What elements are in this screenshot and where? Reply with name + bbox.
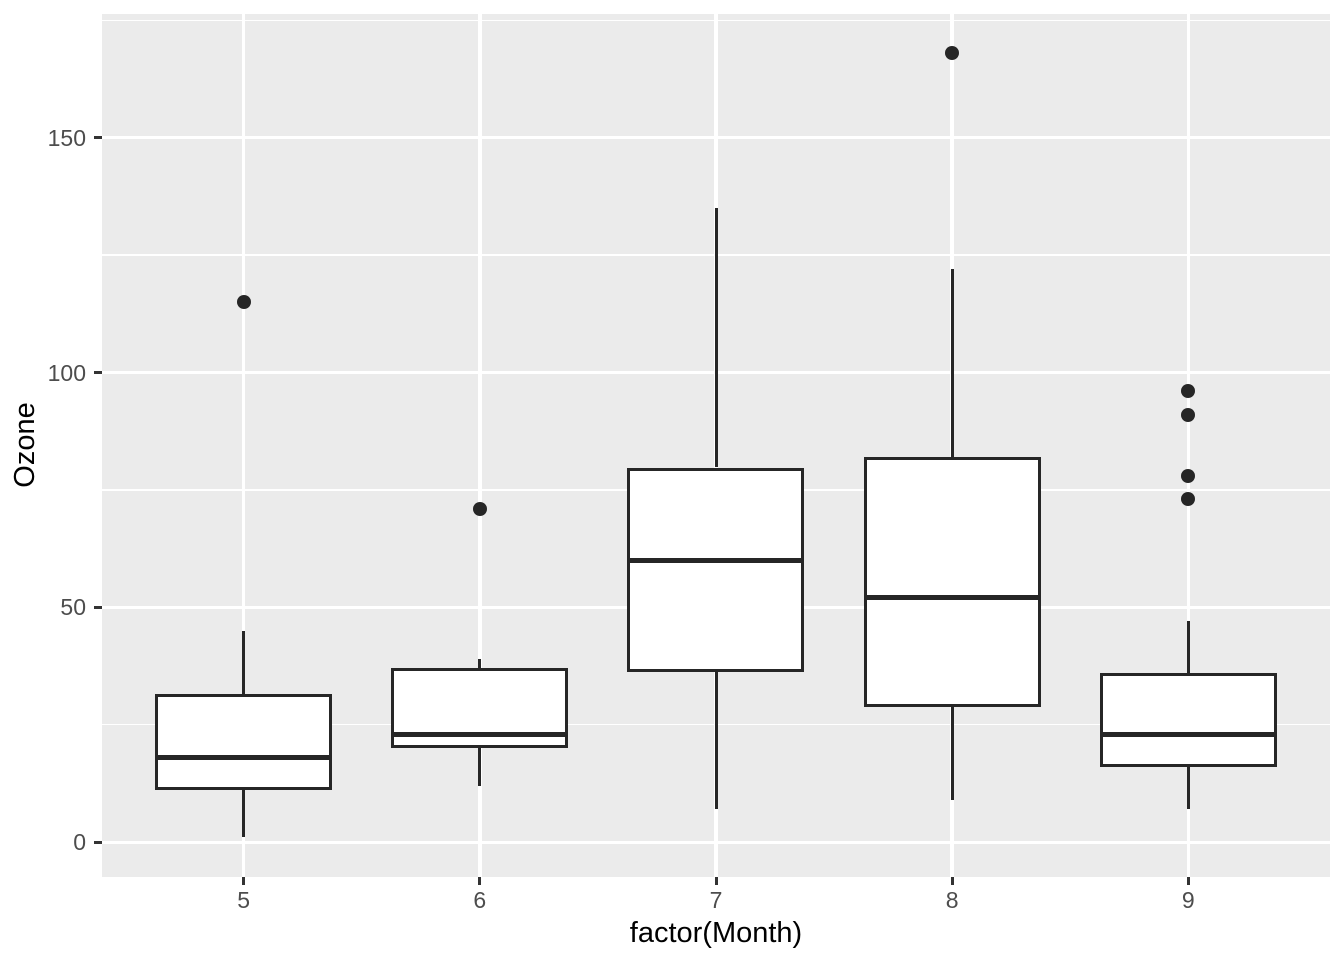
median-line	[155, 755, 333, 760]
upper-whisker	[242, 630, 246, 695]
iqr-box	[863, 457, 1041, 707]
y-tick-label: 50	[60, 594, 86, 621]
y-tick-label: 0	[73, 829, 86, 855]
outlier-point	[472, 501, 487, 516]
outlier-point	[945, 46, 960, 61]
lower-whisker	[950, 707, 954, 800]
iqr-box	[1099, 673, 1277, 767]
y-tick-label: 100	[47, 359, 86, 386]
x-tick-label: 7	[709, 886, 723, 913]
outlier-point	[236, 295, 251, 309]
median-line	[863, 595, 1041, 601]
x-axis-title: factor(Month)	[629, 917, 803, 949]
outlier-point	[1181, 407, 1196, 422]
y-tick-mark	[93, 840, 102, 844]
median-line	[627, 557, 805, 563]
lower-whisker	[714, 671, 718, 810]
outlier-point	[1181, 468, 1196, 483]
x-tick-label: 9	[1181, 886, 1195, 913]
x-tick-mark	[478, 876, 482, 885]
median-line	[1099, 731, 1277, 737]
lower-whisker	[478, 748, 482, 786]
gridline-major-vertical	[478, 14, 482, 877]
x-tick-mark	[714, 876, 718, 885]
x-tick-mark	[950, 876, 954, 885]
x-tick-label: 8	[945, 886, 959, 913]
median-line	[391, 731, 569, 737]
x-tick-mark	[1186, 876, 1190, 885]
upper-whisker	[478, 658, 482, 669]
outlier-point	[1181, 492, 1196, 507]
lower-whisker	[242, 790, 246, 838]
x-tick-label: 5	[237, 886, 251, 913]
plot-panel	[102, 14, 1330, 877]
iqr-box	[627, 467, 805, 672]
y-axis-title: Ozone	[9, 402, 41, 488]
gridline-major-vertical	[1186, 14, 1191, 877]
y-tick-mark	[93, 605, 102, 609]
y-tick-mark	[93, 136, 102, 140]
x-tick-label: 6	[473, 886, 487, 913]
upper-whisker	[950, 269, 954, 457]
upper-whisker	[1186, 621, 1190, 673]
outlier-point	[1181, 384, 1196, 399]
y-tick-label: 150	[47, 124, 86, 151]
upper-whisker	[714, 208, 718, 468]
lower-whisker	[1186, 766, 1190, 810]
y-tick-mark	[93, 371, 102, 374]
x-tick-mark	[242, 876, 246, 885]
gridline-major-vertical	[241, 14, 246, 877]
iqr-box	[155, 694, 333, 791]
